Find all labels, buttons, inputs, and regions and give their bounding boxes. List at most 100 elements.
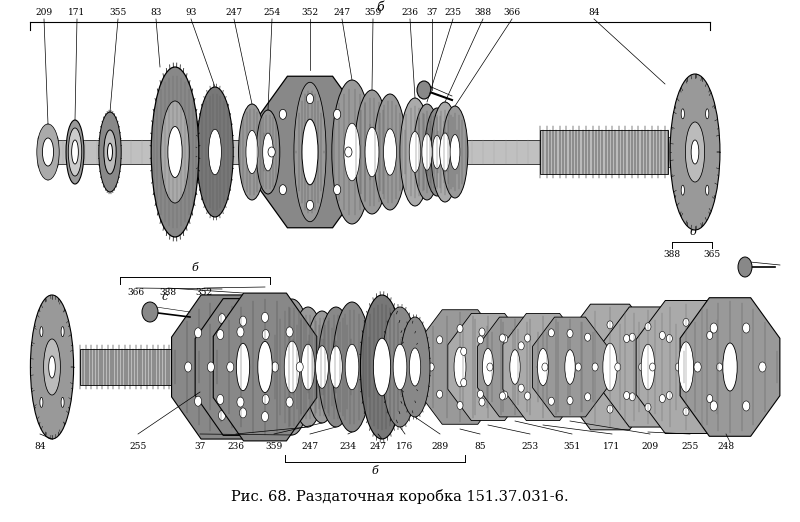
Ellipse shape xyxy=(659,331,666,339)
Ellipse shape xyxy=(194,396,202,406)
Text: 255: 255 xyxy=(682,442,698,451)
Text: 366: 366 xyxy=(127,288,145,297)
Ellipse shape xyxy=(333,302,371,432)
Ellipse shape xyxy=(518,342,524,350)
Polygon shape xyxy=(214,293,317,441)
Ellipse shape xyxy=(334,185,341,195)
Text: б: б xyxy=(376,1,384,14)
Ellipse shape xyxy=(302,119,318,185)
Ellipse shape xyxy=(410,348,421,386)
Ellipse shape xyxy=(360,295,404,439)
Text: 247: 247 xyxy=(226,8,242,17)
Text: 85: 85 xyxy=(474,442,486,451)
Ellipse shape xyxy=(215,342,229,392)
Ellipse shape xyxy=(681,185,684,195)
Ellipse shape xyxy=(454,347,466,387)
Ellipse shape xyxy=(650,363,655,371)
Text: 176: 176 xyxy=(396,442,414,451)
Ellipse shape xyxy=(723,343,738,391)
Text: 236: 236 xyxy=(227,442,245,451)
Ellipse shape xyxy=(272,299,312,435)
Ellipse shape xyxy=(683,408,689,416)
Text: 171: 171 xyxy=(68,8,86,17)
Ellipse shape xyxy=(638,363,645,371)
Ellipse shape xyxy=(537,363,543,371)
Ellipse shape xyxy=(279,109,286,120)
Ellipse shape xyxy=(209,129,222,175)
Ellipse shape xyxy=(675,363,682,371)
Ellipse shape xyxy=(499,334,506,342)
Ellipse shape xyxy=(486,363,492,371)
Ellipse shape xyxy=(217,395,224,405)
Polygon shape xyxy=(38,124,58,180)
Ellipse shape xyxy=(193,342,207,392)
Polygon shape xyxy=(478,317,553,417)
Ellipse shape xyxy=(510,350,520,384)
Ellipse shape xyxy=(425,108,450,196)
Ellipse shape xyxy=(262,312,269,323)
Ellipse shape xyxy=(575,363,582,371)
Text: 234: 234 xyxy=(339,442,357,451)
Ellipse shape xyxy=(306,200,314,210)
Text: 359: 359 xyxy=(266,442,282,451)
Ellipse shape xyxy=(334,109,341,120)
Ellipse shape xyxy=(294,82,326,222)
Ellipse shape xyxy=(306,311,339,423)
Ellipse shape xyxy=(710,323,718,333)
Polygon shape xyxy=(680,298,780,436)
Ellipse shape xyxy=(330,346,342,388)
Ellipse shape xyxy=(207,362,214,372)
Ellipse shape xyxy=(461,348,466,355)
Ellipse shape xyxy=(678,342,694,392)
Ellipse shape xyxy=(457,325,463,333)
Ellipse shape xyxy=(239,316,246,326)
Text: 37: 37 xyxy=(194,442,206,451)
Ellipse shape xyxy=(758,362,766,372)
Ellipse shape xyxy=(457,401,463,409)
Ellipse shape xyxy=(538,349,549,386)
Ellipse shape xyxy=(286,397,293,407)
Ellipse shape xyxy=(442,106,468,198)
Ellipse shape xyxy=(567,329,573,338)
Ellipse shape xyxy=(450,135,460,170)
Ellipse shape xyxy=(301,344,315,390)
Ellipse shape xyxy=(61,327,64,337)
Ellipse shape xyxy=(630,333,635,341)
Ellipse shape xyxy=(440,133,450,171)
Ellipse shape xyxy=(431,102,459,202)
Text: 248: 248 xyxy=(718,442,734,451)
Text: 209: 209 xyxy=(35,8,53,17)
Ellipse shape xyxy=(61,397,64,407)
Polygon shape xyxy=(636,301,736,433)
Polygon shape xyxy=(503,313,583,421)
Ellipse shape xyxy=(686,122,705,182)
Ellipse shape xyxy=(246,130,258,174)
Ellipse shape xyxy=(383,129,397,175)
Ellipse shape xyxy=(706,395,713,402)
Ellipse shape xyxy=(218,410,226,420)
Ellipse shape xyxy=(217,329,224,339)
Ellipse shape xyxy=(428,363,434,371)
Text: б: б xyxy=(372,466,378,476)
Ellipse shape xyxy=(542,363,548,371)
Ellipse shape xyxy=(487,363,493,371)
Ellipse shape xyxy=(683,318,689,326)
Text: c: c xyxy=(162,292,168,302)
Ellipse shape xyxy=(502,391,508,399)
Ellipse shape xyxy=(256,110,280,194)
Text: б: б xyxy=(192,263,198,273)
Ellipse shape xyxy=(670,74,720,230)
Ellipse shape xyxy=(410,132,421,172)
Ellipse shape xyxy=(518,384,524,392)
Ellipse shape xyxy=(68,128,82,176)
Text: 247: 247 xyxy=(302,442,318,451)
Ellipse shape xyxy=(242,328,250,338)
Polygon shape xyxy=(563,304,657,430)
Ellipse shape xyxy=(437,390,442,398)
Ellipse shape xyxy=(185,362,192,372)
Text: 366: 366 xyxy=(503,8,521,17)
Ellipse shape xyxy=(624,392,630,399)
Ellipse shape xyxy=(691,140,699,164)
Ellipse shape xyxy=(437,336,442,344)
Ellipse shape xyxy=(742,323,750,333)
